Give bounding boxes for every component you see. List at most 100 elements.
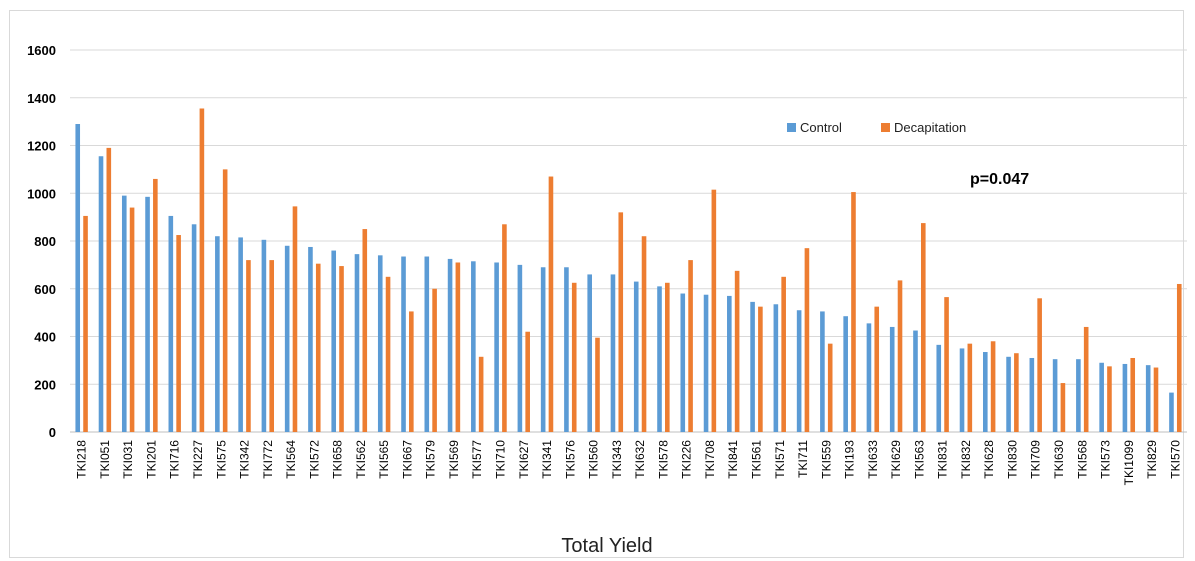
- bar-control-tki832: [959, 348, 965, 432]
- bar-control-tki227: [191, 224, 197, 432]
- x-tick-label: TKI564: [284, 440, 298, 479]
- bar-decapitation-tki633: [874, 306, 880, 432]
- x-tick-label: TKI573: [1099, 440, 1113, 479]
- bar-control-tki572: [308, 246, 313, 432]
- x-tick-label: TKI576: [563, 440, 577, 479]
- x-tick-label: TKI341: [540, 440, 554, 479]
- bar-control-tki569: [447, 258, 453, 432]
- x-tick-label: TKI560: [587, 440, 601, 479]
- bar-control-tki629: [889, 326, 895, 432]
- bar-decapitation-tki710: [502, 224, 507, 432]
- bar-control-tki559: [820, 311, 825, 432]
- bar-decapitation-tki201: [153, 178, 158, 432]
- p-value-annotation: p=0.047: [970, 171, 1029, 188]
- x-tick-label: TKI841: [726, 440, 740, 479]
- bar-decapitation-tki667: [409, 311, 414, 432]
- x-tick-label: TKI831: [936, 440, 950, 479]
- bar-decapitation-tki560: [595, 337, 600, 432]
- bar-control-tki841: [727, 295, 732, 432]
- bar-decapitation-tki632: [641, 236, 647, 432]
- bar-control-tki711: [796, 310, 802, 432]
- bar-decapitation-tki569: [455, 262, 461, 432]
- x-tick-label: TKI193: [843, 440, 857, 479]
- x-tick-label: TKI561: [749, 440, 763, 479]
- bar-decapitation-tki829: [1153, 367, 1159, 432]
- bar-control-tki710: [494, 262, 499, 432]
- bar-decapitation-tki628: [990, 341, 996, 432]
- bar-decapitation-tki051: [106, 147, 112, 432]
- bar-control-tki627: [517, 264, 523, 432]
- x-tick-label: TKI227: [191, 440, 205, 479]
- bar-control-tki578: [657, 286, 662, 432]
- x-tick-label: TKI709: [1029, 440, 1043, 479]
- bar-control-tki570: [1169, 392, 1174, 432]
- x-tick-label: TKI632: [633, 440, 647, 479]
- bar-decapitation-tki559: [827, 343, 833, 432]
- x-tick-label: TKI571: [773, 440, 787, 479]
- y-tick-label: 600: [34, 282, 56, 297]
- x-tick-label: TKI578: [656, 440, 670, 479]
- x-tick-label: TKI572: [307, 440, 321, 479]
- x-tick-label: TKI708: [703, 440, 717, 479]
- bar-control-tki562: [354, 254, 360, 432]
- bar-control-tki575: [215, 236, 220, 432]
- y-tick-label: 1400: [27, 91, 56, 106]
- x-tick-label: TKI630: [1052, 440, 1066, 479]
- bar-control-tki709: [1029, 357, 1035, 432]
- bar-control-tki633: [866, 323, 872, 432]
- x-tick-label: TKI218: [75, 440, 89, 479]
- bar-decapitation-tki575: [222, 169, 228, 432]
- x-tick-label: TKI577: [470, 440, 484, 479]
- bar-control-tki561: [750, 301, 755, 432]
- bar-decapitation-tki709: [1037, 298, 1042, 432]
- y-axis-ticks: 0 200 400 600 800 1000 1200 1400 1600: [27, 43, 56, 440]
- x-tick-label: TKI627: [517, 440, 531, 479]
- bar-decapitation-tki563: [920, 223, 926, 432]
- bar-control-tki579: [424, 256, 430, 432]
- legend-label-control: Control: [800, 120, 842, 135]
- bar-control-tki632: [633, 281, 639, 432]
- bar-decapitation-tki565: [385, 276, 391, 432]
- bar-control-tki341: [540, 267, 546, 432]
- x-tick-label: TKI343: [610, 440, 624, 479]
- bar-control-tki568: [1076, 359, 1081, 432]
- bar-decapitation-tki716: [176, 235, 181, 432]
- bar-decapitation-tki572: [315, 263, 321, 432]
- x-tick-label: TKI667: [400, 440, 414, 479]
- bar-control-tki342: [238, 237, 243, 432]
- x-tick-label: TKI710: [494, 440, 508, 479]
- bar-control-tki772: [261, 239, 267, 432]
- bar-decapitation-tki830: [1014, 353, 1019, 432]
- bar-decapitation-tki658: [339, 266, 344, 432]
- bar-decapitation-tki576: [571, 282, 577, 432]
- x-tick-label: TKI830: [1005, 440, 1019, 479]
- bar-decapitation-tki832: [967, 343, 973, 432]
- y-tick-label: 0: [49, 425, 56, 440]
- bar-decapitation-tki218: [83, 215, 88, 432]
- legend-swatch-control: [787, 123, 796, 132]
- bar-decapitation-tki841: [734, 270, 740, 432]
- bar-decapitation-tki193: [851, 192, 856, 432]
- x-tick-label: TKI051: [98, 440, 112, 479]
- bars: [75, 108, 1182, 433]
- bar-control-tki226: [680, 293, 686, 432]
- y-tick-label: 1000: [27, 186, 56, 201]
- bar-control-tki564: [284, 245, 290, 432]
- bar-decapitation-tki226: [688, 260, 693, 432]
- bar-decapitation-tki343: [618, 212, 624, 432]
- legend-swatch-decapitation: [881, 123, 890, 132]
- bar-decapitation-tki577: [478, 356, 484, 432]
- bar-control-tki708: [703, 294, 709, 432]
- x-tick-label: TKI570: [1168, 440, 1182, 479]
- bar-control-tki563: [913, 330, 918, 432]
- x-tick-label: TKI832: [959, 440, 973, 479]
- bar-control-tki577: [471, 261, 476, 432]
- x-tick-label: TKI568: [1075, 440, 1089, 479]
- bar-decapitation-tki578: [665, 282, 670, 432]
- x-tick-label: TKI562: [354, 440, 368, 479]
- legend-label-decapitation: Decapitation: [894, 120, 966, 135]
- x-tick-label: TKI716: [168, 440, 182, 479]
- x-tick-label: TKI1099: [1122, 440, 1136, 486]
- x-tick-label: TKI559: [819, 440, 833, 479]
- bar-decapitation-tki711: [804, 248, 810, 432]
